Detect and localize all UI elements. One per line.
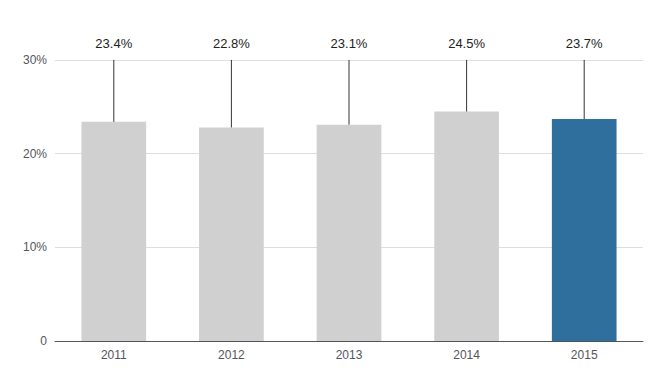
svg-text:22.8%: 22.8%	[213, 36, 250, 51]
svg-text:23.1%: 23.1%	[331, 36, 368, 51]
svg-text:2012: 2012	[218, 348, 245, 362]
svg-text:24.5%: 24.5%	[448, 36, 485, 51]
svg-text:2013: 2013	[336, 348, 363, 362]
svg-text:0: 0	[40, 334, 47, 348]
svg-text:20%: 20%	[23, 147, 47, 161]
svg-text:10%: 10%	[23, 240, 47, 254]
svg-text:30%: 30%	[23, 53, 47, 67]
svg-text:2015: 2015	[571, 348, 598, 362]
svg-text:2014: 2014	[453, 348, 480, 362]
svg-text:2011: 2011	[101, 348, 127, 362]
svg-text:23.4%: 23.4%	[95, 36, 132, 51]
svg-text:23.7%: 23.7%	[566, 36, 603, 51]
